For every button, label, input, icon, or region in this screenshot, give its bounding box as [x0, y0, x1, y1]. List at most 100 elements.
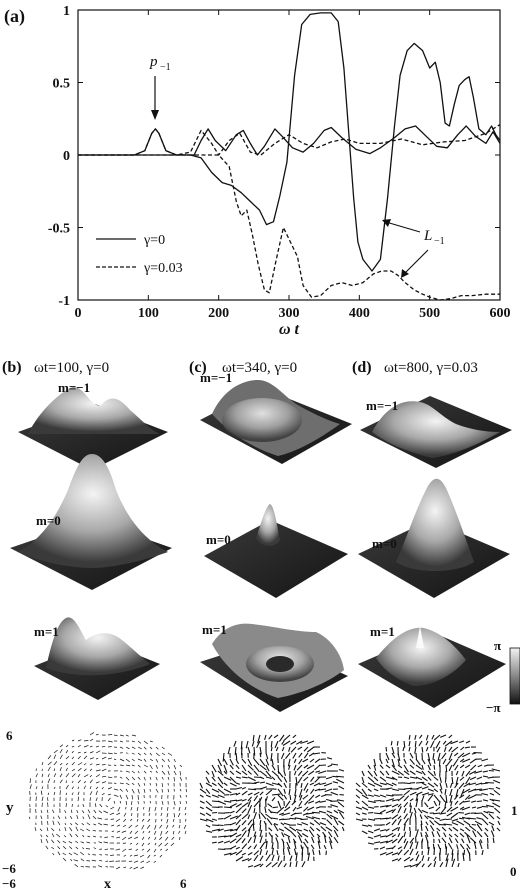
- vector-arrow: [110, 806, 115, 810]
- vector-arrow: [409, 848, 414, 856]
- vector-arrow: [403, 838, 407, 844]
- vector-arrow: [431, 831, 435, 838]
- vector-arrow: [470, 764, 477, 771]
- vector-arrow: [385, 817, 392, 820]
- vector-arrow: [70, 809, 73, 814]
- vector-arrow: [179, 764, 183, 768]
- vector-arrow: [278, 828, 285, 832]
- vector-arrow: [77, 756, 81, 760]
- vector-arrow: [443, 832, 447, 838]
- vector-arrow: [270, 740, 273, 748]
- vector-arrow: [82, 834, 85, 838]
- vector-arrow: [409, 798, 414, 802]
- vector-arrow: [71, 780, 74, 784]
- vector-arrow: [211, 841, 217, 844]
- vector-arrow: [472, 830, 477, 838]
- y-tick-label: 0.5: [53, 77, 71, 92]
- vector-arrow: [462, 752, 471, 758]
- vector-arrow: [288, 764, 291, 770]
- vector-arrow: [253, 795, 259, 802]
- vector-arrow: [52, 852, 55, 856]
- vector-arrow: [385, 828, 390, 832]
- vector-arrow: [409, 805, 412, 814]
- vector-arrow: [47, 766, 51, 772]
- vector-arrow: [73, 852, 79, 856]
- vector-arrow: [325, 776, 333, 780]
- vector-arrow: [436, 827, 441, 832]
- vector-arrow: [57, 840, 61, 844]
- vector-arrow: [137, 776, 141, 780]
- x-tick-label: 500: [419, 306, 440, 321]
- vector-arrow: [205, 830, 213, 833]
- panel-b-label: (b): [2, 359, 22, 376]
- vector-arrow: [439, 862, 444, 868]
- vector-arrow: [184, 812, 187, 816]
- vector-arrow: [391, 852, 399, 856]
- vector-arrow: [235, 846, 240, 850]
- vector-arrow: [492, 837, 495, 844]
- vector-arrow: [101, 775, 107, 778]
- vector-arrow: [391, 845, 396, 850]
- vector-arrow: [280, 752, 285, 760]
- vector-arrow: [281, 812, 291, 816]
- vector-arrow: [229, 764, 234, 770]
- vector-arrow: [247, 865, 254, 868]
- vector-arrow: [177, 812, 181, 818]
- vector-arrow: [99, 859, 103, 862]
- vector-arrow: [247, 764, 254, 771]
- vector-arrow: [235, 776, 242, 779]
- vector-arrow: [456, 820, 465, 826]
- vector-arrow: [379, 851, 387, 856]
- vector-arrow: [270, 752, 273, 762]
- vector-arrow: [223, 828, 233, 832]
- vector-arrow: [298, 758, 303, 765]
- vector-arrow: [113, 800, 116, 804]
- vector-arrow: [94, 803, 97, 808]
- vector-arrow: [211, 764, 217, 773]
- vector-arrow: [113, 752, 117, 755]
- vector-arrow: [211, 782, 217, 787]
- vector-arrow: [47, 778, 51, 784]
- vector-arrow: [161, 782, 164, 788]
- vector-arrow: [447, 842, 453, 850]
- vector-arrow: [113, 794, 119, 797]
- vector-arrow: [137, 740, 142, 744]
- vector-arrow: [367, 764, 371, 770]
- vector-arrow: [217, 770, 224, 776]
- vector-arrow: [107, 757, 113, 760]
- vector-arrow: [141, 842, 145, 847]
- vector-arrow: [433, 812, 441, 815]
- vector-arrow: [409, 776, 418, 779]
- vector-arrow: [134, 836, 139, 840]
- vector-arrow: [433, 770, 436, 776]
- vector-arrow: [408, 734, 411, 740]
- vector-arrow: [125, 746, 130, 750]
- vector-arrow: [403, 849, 410, 856]
- vector-arrow: [160, 818, 163, 822]
- vector-arrow: [83, 768, 87, 772]
- vector-arrow: [292, 806, 297, 812]
- vector-arrow: [75, 833, 79, 838]
- vector-arrow: [40, 839, 43, 844]
- vector-arrow: [300, 782, 303, 788]
- vector-arrow: [101, 792, 105, 796]
- vector-arrow: [271, 854, 275, 862]
- vector-arrow: [421, 764, 424, 770]
- vector-arrow: [173, 758, 176, 763]
- vector-arrow: [265, 764, 270, 772]
- panel-d-title: ωt=800, γ=0.03: [384, 360, 478, 376]
- vector-arrow: [265, 813, 273, 820]
- vector-arrow: [51, 828, 55, 832]
- vector-arrow: [397, 832, 401, 838]
- vector-arrow: [77, 773, 81, 778]
- density-plot-c-m1: [200, 623, 348, 712]
- vector-arrow: [205, 812, 212, 817]
- vector-arrow: [314, 776, 321, 783]
- vector-arrow: [264, 806, 267, 814]
- vector-arrow: [167, 758, 170, 762]
- vector-arrow: [427, 846, 430, 856]
- vector-arrow: [373, 758, 377, 767]
- vector-arrow: [223, 788, 232, 794]
- vector-arrow: [448, 833, 453, 838]
- vector-arrow: [143, 776, 146, 781]
